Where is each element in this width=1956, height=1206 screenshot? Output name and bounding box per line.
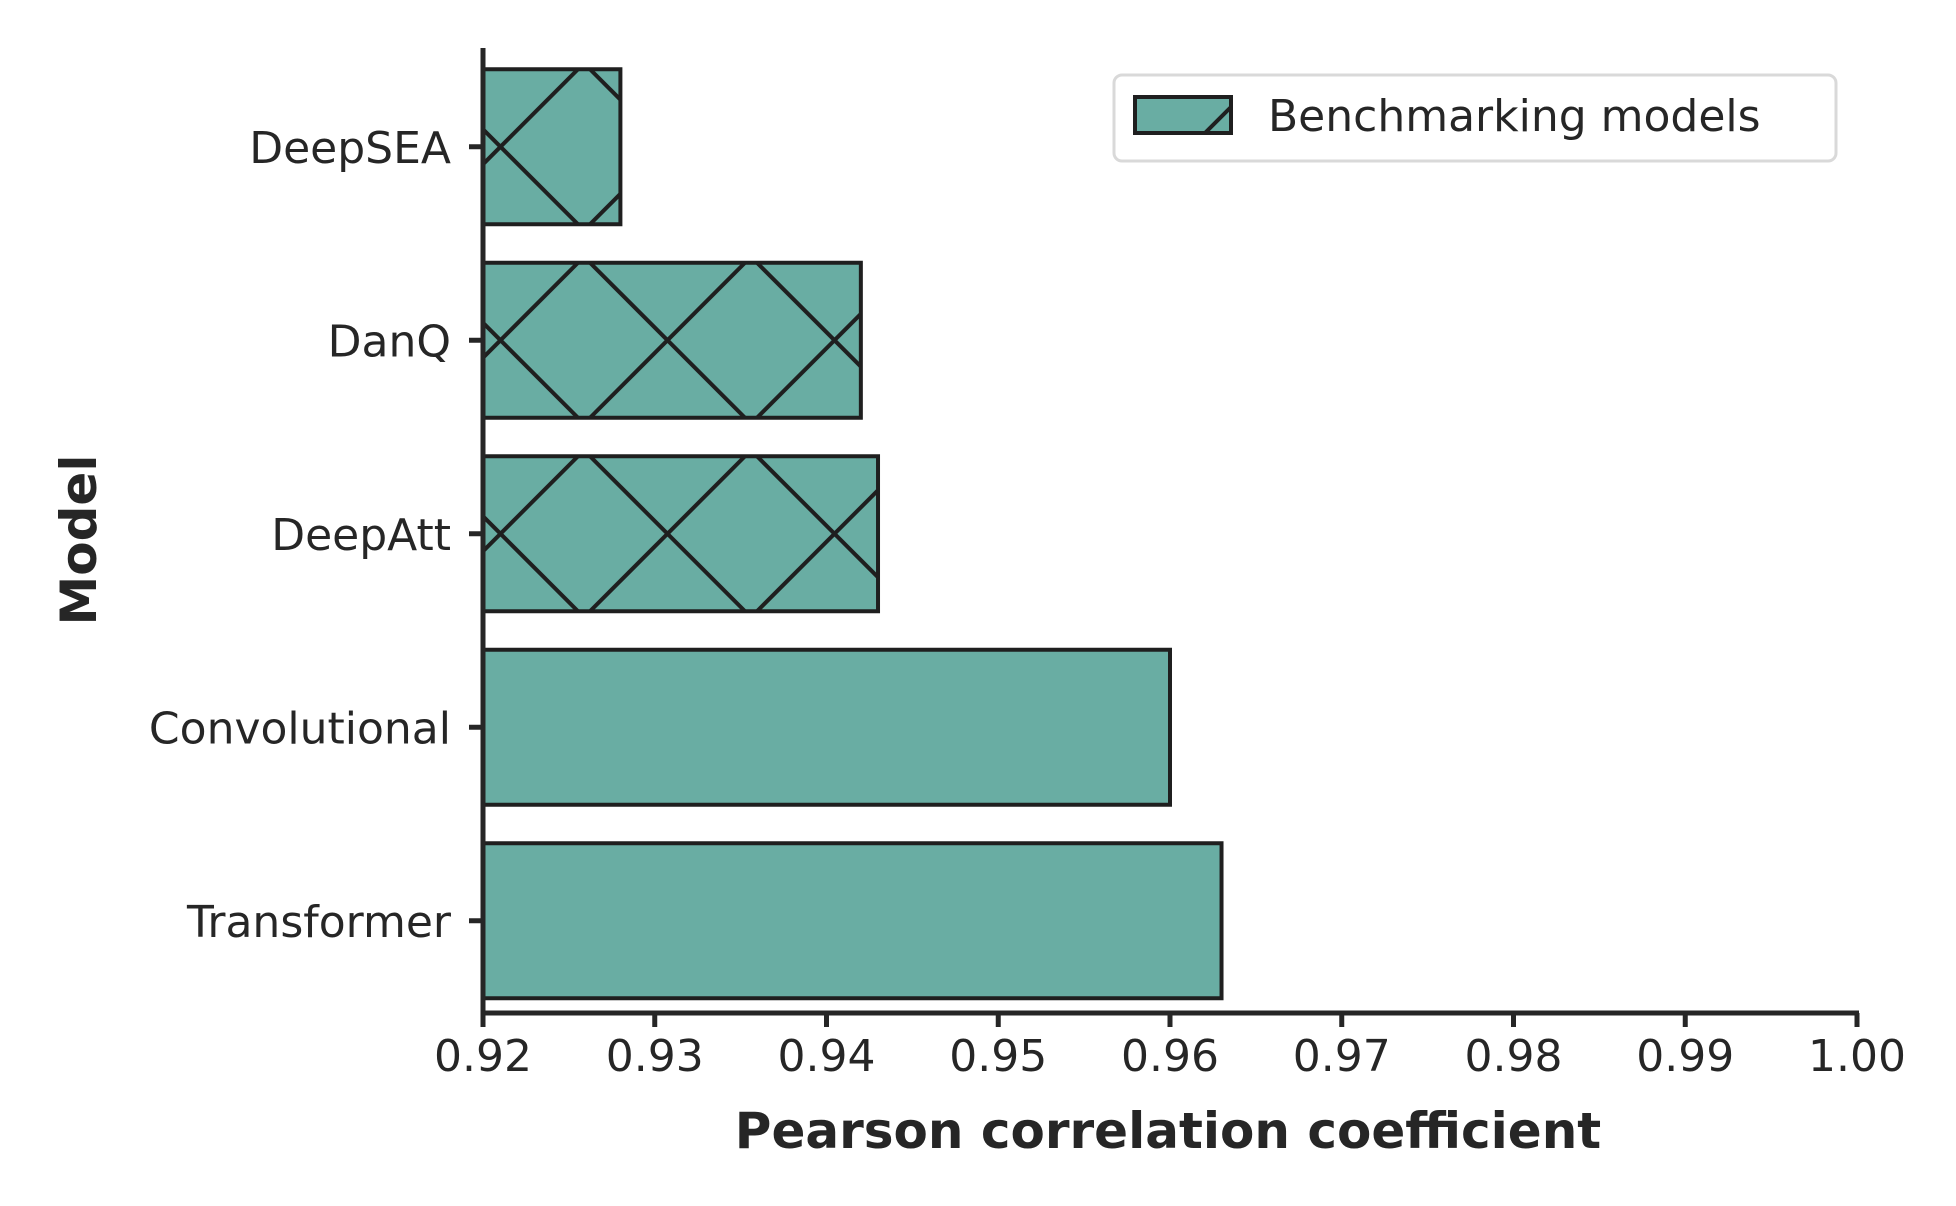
y-axis-title: Model [50,455,108,626]
y-ticks: DeepSEA DanQ DeepAtt Convolutional Transform… [149,123,483,948]
hatch-line [924,69,1079,224]
hatch-line [924,456,1079,611]
hatch-line [1759,456,1914,611]
hatch-line [1091,263,1246,418]
hatch-line [1258,456,1413,611]
hatch-line [89,263,244,418]
x-tick-label: 0.94 [778,1031,876,1082]
hatch-line [924,456,1079,611]
x-ticks: 0.92 0.93 0.94 0.95 0.96 0.97 0.98 0.99 1.00 [434,1013,1906,1082]
y-tick-label: DanQ [328,316,451,367]
y-tick-label: DeepSEA [249,123,451,174]
hatch-line [1592,456,1747,611]
x-tick-label: 0.99 [1636,1031,1734,1082]
x-tick-label: 0.97 [1293,1031,1391,1082]
hatch-line [1592,263,1747,418]
hatch-line [0,69,77,224]
y-tick-label: Transformer [186,897,452,948]
hatch-line [1425,263,1580,418]
hatch-line [483,513,580,612]
hatch-line [0,263,77,418]
legend-swatch-hatch [1203,105,1233,135]
hatch-line [1926,69,1956,224]
hatch-line [1926,263,1956,418]
hatch-group [0,67,1956,1001]
hatch-line [89,263,244,418]
bar-deepsea [483,69,621,225]
y-tick-label: Convolutional [149,703,451,754]
hatch-line [1759,263,1914,418]
hatch-line [757,69,912,224]
bar-hatch-deepatt [89,456,1956,612]
hatch-line [1258,456,1413,611]
hatch-line [757,69,912,224]
hatch-line [483,319,580,418]
hatch-line [1926,263,1956,418]
hatch-line [1592,263,1747,418]
hatch-line [588,69,621,103]
x-tick-label: 0.98 [1465,1031,1563,1082]
hatch-line [1592,456,1747,611]
hatch-line [483,126,580,225]
hatch-line [588,262,747,418]
hatch-line [1926,456,1956,611]
hatch-line [588,191,621,225]
hatch-line [0,69,77,224]
bar-hatch-deepsea [0,69,1956,225]
x-tick-label: 0.93 [606,1031,704,1082]
hatch-line [755,456,879,581]
hatch-line [1425,263,1580,418]
y-tick-label: DeepAtt [271,510,451,561]
hatch-line [924,263,1079,418]
x-tick-label: 1.00 [1808,1031,1906,1082]
x-tick-label: 0.92 [434,1031,532,1082]
hatch-line [1258,263,1413,418]
hatch-line [1091,456,1246,611]
hatch-line [89,69,244,224]
hatch-line [588,456,747,612]
hatch-line [1759,263,1914,418]
hatch-line [89,456,244,611]
hatch-line [1425,456,1580,611]
bar-danq [483,262,861,418]
hatch-line [1091,263,1246,418]
hatch-line [89,69,244,224]
hatch-line [924,263,1079,418]
x-tick-label: 0.96 [1121,1031,1219,1082]
x-tick-label: 0.95 [949,1031,1047,1082]
hatch-line [1258,263,1413,418]
bar-convolutional [483,649,1170,805]
bar-transformer [483,843,1222,999]
bar-deepatt [483,456,879,612]
bar-hatch-danq [0,262,1956,418]
hatch-line [755,262,861,370]
hatch-line [0,263,77,418]
legend-label: Benchmarking models [1268,91,1761,142]
legend-frame [1112,73,1838,163]
bars-group [483,69,1222,999]
hatch-line [1926,456,1956,611]
hatch-line [924,69,1079,224]
hatch-line [1926,69,1956,224]
hatch-line [1425,456,1580,611]
legend-swatch [1133,95,1233,135]
hatch-line [89,456,244,611]
hatch-line [1091,456,1246,611]
hatch-line [1759,456,1914,611]
x-axis-title: Pearson correlation coefficient [735,1102,1601,1160]
legend: Benchmarking models [1112,73,1838,163]
